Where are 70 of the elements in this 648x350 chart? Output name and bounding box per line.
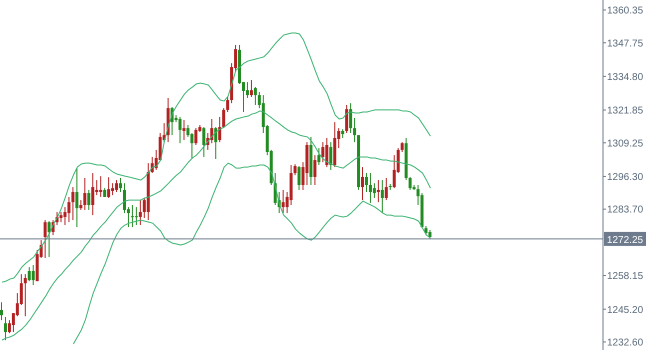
candlestick <box>119 177 122 193</box>
candlestick <box>364 172 368 193</box>
candlestick <box>321 142 324 163</box>
candlestick <box>107 176 110 198</box>
candlestick <box>218 116 222 143</box>
candlestick <box>368 172 372 204</box>
ref-line-label: 1272.25 <box>606 234 644 246</box>
candlestick <box>329 142 332 170</box>
line-series <box>1 110 431 341</box>
candlestick <box>60 212 63 223</box>
candlestick <box>67 196 70 223</box>
candlestick <box>428 229 432 240</box>
candlestick <box>75 168 78 228</box>
y-tick-label: 1232.60 <box>607 337 644 348</box>
candlestick <box>254 86 257 106</box>
y-tick-label: 1258.15 <box>607 271 644 282</box>
candlestick <box>246 82 249 98</box>
candlestick <box>361 166 364 201</box>
y-tick-label: 1321.85 <box>607 106 644 117</box>
y-tick-label: 1245.20 <box>607 304 644 316</box>
candlestick <box>32 264 35 286</box>
candlestick <box>134 206 138 226</box>
y-tick-label: 1360.35 <box>607 6 644 17</box>
candlestick <box>178 116 182 144</box>
candlestick <box>99 176 102 198</box>
candlestick <box>115 180 118 193</box>
candlestick <box>298 166 301 190</box>
candlestick <box>424 226 428 236</box>
candlestick <box>71 186 74 221</box>
candlestick <box>408 176 412 190</box>
candlestick <box>122 182 126 214</box>
candlestick <box>345 104 348 134</box>
candlestick <box>24 274 27 317</box>
candlestick <box>282 189 285 214</box>
y-tick-label: 1296.30 <box>607 172 644 183</box>
candlestick <box>380 180 384 214</box>
candlestick <box>111 182 114 196</box>
candlestick <box>138 200 142 226</box>
candlestick <box>91 172 94 216</box>
candlestick <box>79 200 82 210</box>
line-series <box>1 32 431 283</box>
y-tick-label: 1283.70 <box>607 204 644 216</box>
y-tick-label: 1334.80 <box>607 72 644 83</box>
candlestick <box>28 266 31 282</box>
candlestick <box>87 189 90 210</box>
candlestick <box>48 220 51 258</box>
candlestick <box>202 126 206 158</box>
line-series <box>72 162 431 345</box>
candlestick <box>372 182 376 198</box>
candlestick <box>194 128 198 146</box>
candlestick <box>130 204 134 228</box>
y-tick-label: 1309.25 <box>607 138 644 150</box>
candlestick <box>4 316 7 341</box>
candlestick <box>349 102 352 134</box>
candlestick <box>226 96 230 112</box>
candlestick <box>182 120 186 141</box>
candlestick <box>317 148 320 166</box>
candlestick <box>376 180 380 203</box>
candlestick <box>250 80 253 98</box>
candlestick <box>0 302 3 321</box>
y-tick-label: 1347.75 <box>607 38 644 50</box>
candlestick <box>400 142 404 153</box>
candlestick <box>83 177 86 210</box>
candlestick <box>325 137 328 168</box>
candlestick <box>214 126 218 160</box>
candlestick <box>384 177 388 201</box>
candlestick <box>294 164 297 176</box>
candlestick <box>313 154 316 186</box>
candlestick <box>353 117 356 143</box>
candlestick <box>44 220 47 259</box>
